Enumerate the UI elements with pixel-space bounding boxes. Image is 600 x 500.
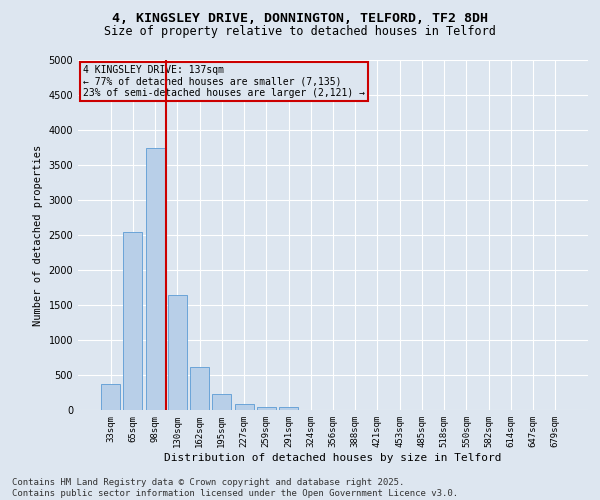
X-axis label: Distribution of detached houses by size in Telford: Distribution of detached houses by size … <box>164 452 502 462</box>
Bar <box>190 367 209 410</box>
Y-axis label: Number of detached properties: Number of detached properties <box>33 144 43 326</box>
Bar <box>235 404 254 410</box>
Bar <box>257 406 276 410</box>
Bar <box>212 394 231 410</box>
Bar <box>124 232 142 410</box>
Bar <box>146 148 164 410</box>
Bar <box>101 384 120 410</box>
Text: 4, KINGSLEY DRIVE, DONNINGTON, TELFORD, TF2 8DH: 4, KINGSLEY DRIVE, DONNINGTON, TELFORD, … <box>112 12 488 26</box>
Text: 4 KINGSLEY DRIVE: 137sqm
← 77% of detached houses are smaller (7,135)
23% of sem: 4 KINGSLEY DRIVE: 137sqm ← 77% of detach… <box>83 66 365 98</box>
Text: Contains HM Land Registry data © Crown copyright and database right 2025.
Contai: Contains HM Land Registry data © Crown c… <box>12 478 458 498</box>
Bar <box>168 294 187 410</box>
Text: Size of property relative to detached houses in Telford: Size of property relative to detached ho… <box>104 25 496 38</box>
Bar <box>279 407 298 410</box>
